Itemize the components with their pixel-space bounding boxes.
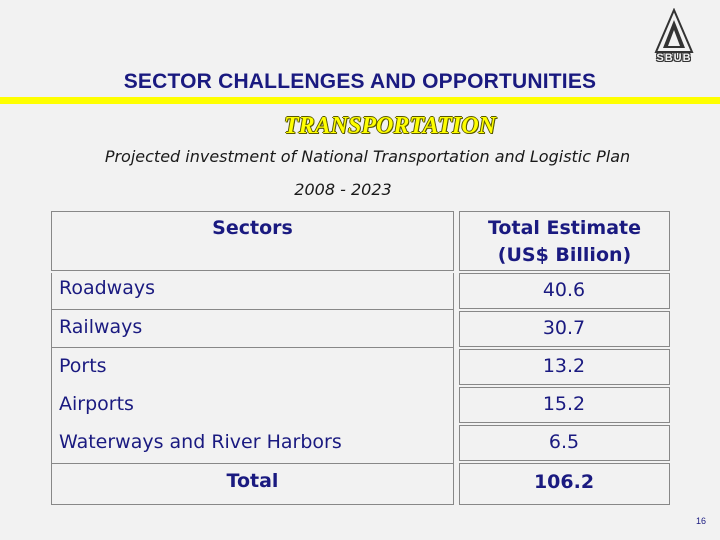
section-subtitle: TRANSPORTATION — [283, 113, 497, 139]
table-row-label: Waterways and River Harbors — [59, 431, 342, 453]
total-value: 106.2 — [533, 471, 595, 493]
total-label: Total — [226, 470, 279, 492]
description: Projected investment of National Transpo… — [104, 147, 631, 166]
accent-bar — [0, 97, 720, 104]
sector-divider — [51, 309, 454, 310]
table-row-value: 15.2 — [542, 393, 586, 415]
table-row-value: 13.2 — [542, 355, 586, 377]
value-cell — [459, 349, 670, 385]
sector-divider — [51, 463, 454, 464]
value-cell — [459, 463, 670, 505]
value-cell — [459, 387, 670, 423]
table-row-label: Ports — [59, 355, 107, 377]
column-header-total-line2: (US$ Billion) — [497, 244, 632, 266]
page-number: 16 — [695, 516, 706, 526]
column-header-total-line1: Total Estimate — [488, 217, 641, 239]
investment-table: Sectors Total Estimate (US$ Billion) Roa… — [51, 211, 670, 505]
sector-column — [51, 273, 454, 505]
column-header-sectors: Sectors — [212, 217, 293, 239]
year-range: 2008 - 2023 — [294, 180, 392, 199]
table-row-label: Airports — [59, 393, 134, 415]
logo-triangle-icon — [654, 7, 694, 53]
table-row-value: 30.7 — [542, 317, 586, 339]
value-cell — [459, 311, 670, 347]
logo-text: SBUB — [656, 52, 692, 64]
header-cell-sectors — [51, 211, 454, 271]
value-cell — [459, 425, 670, 461]
header-cell-total — [459, 211, 670, 271]
logo: SBUB — [642, 7, 706, 66]
table-row-label: Roadways — [59, 277, 156, 299]
sector-divider — [51, 347, 454, 348]
page-title: SECTOR CHALLENGES AND OPPORTUNITIES — [123, 70, 597, 93]
table-row-value: 40.6 — [542, 279, 586, 301]
table-row-label: Railways — [59, 316, 143, 338]
value-cell — [459, 273, 670, 309]
table-row-value: 6.5 — [548, 431, 580, 453]
